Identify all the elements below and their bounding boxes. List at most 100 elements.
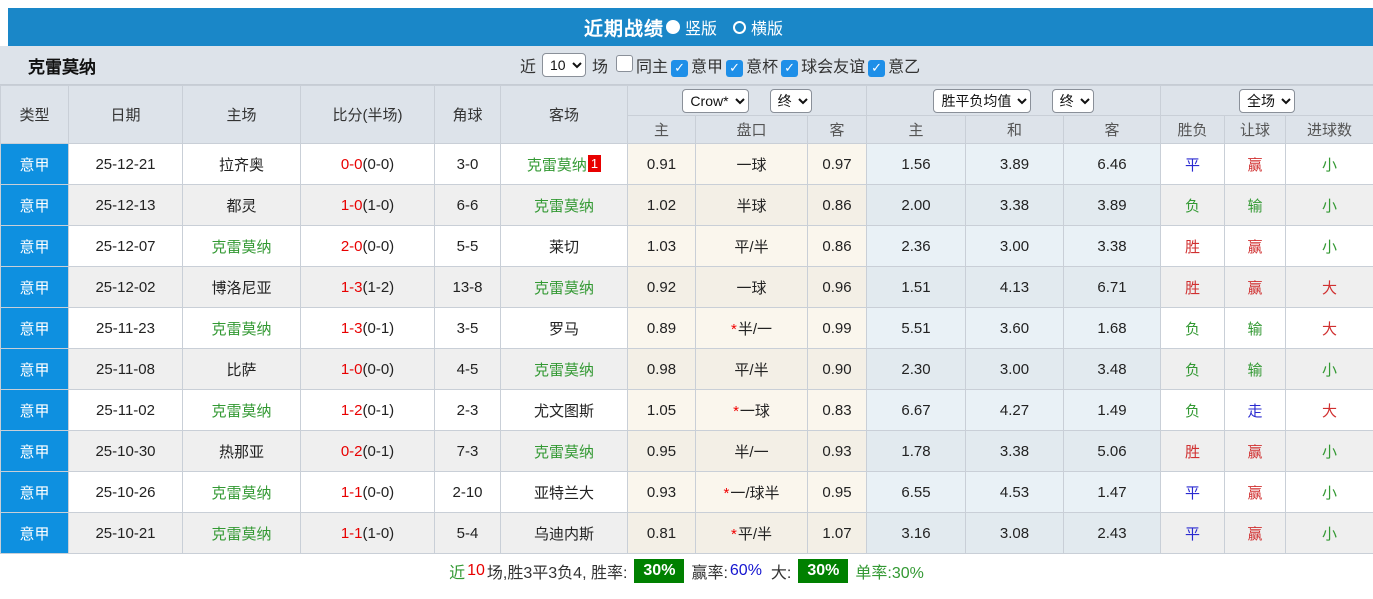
let-goal-cell: 输 [1225, 349, 1286, 390]
radio-horizontal[interactable] [733, 21, 746, 34]
col-header-odds-home: 主 [628, 116, 696, 144]
home-team-cell: 克雷莫纳 [183, 226, 301, 267]
odds-home-cell: 0.89 [628, 308, 696, 349]
home-team-cell: 比萨 [183, 349, 301, 390]
page-title: 近期战绩 [584, 14, 664, 41]
col-header-avg-away: 客 [1064, 116, 1161, 144]
fulltime-score: 1-1 [341, 484, 363, 501]
scope-select[interactable]: 全场 [1239, 89, 1295, 113]
away-team-cell: 莱切 [501, 226, 628, 267]
halftime-score: (0-0) [363, 484, 395, 501]
col-header-let-goal: 让球 [1225, 116, 1286, 144]
away-team: 克雷莫纳 [527, 157, 587, 174]
checkbox-label[interactable]: 同主 [636, 59, 668, 76]
handicap-cell: *一/球半 [696, 472, 808, 513]
let-goal-text: 输 [1248, 198, 1263, 215]
goals-cell: 小 [1286, 226, 1373, 267]
scope-controls: 全场 [1161, 86, 1373, 116]
fulltime-score: 1-0 [341, 361, 363, 378]
checkbox-checked[interactable]: ✓ [671, 60, 688, 77]
avg-draw-cell: 3.38 [966, 185, 1064, 226]
big-label: 大: [771, 559, 791, 583]
avg-draw-cell: 3.89 [966, 144, 1064, 185]
away-team-cell: 尤文图斯 [501, 390, 628, 431]
score-cell: 1-3(0-1) [301, 308, 435, 349]
result-cell: 负 [1161, 390, 1225, 431]
avg-draw-cell: 3.00 [966, 226, 1064, 267]
league-cell: 意甲 [1, 226, 69, 267]
radio-horizontal-label[interactable]: 横版 [751, 15, 783, 39]
result-text: 胜 [1185, 239, 1200, 256]
radio-vertical-label[interactable]: 竖版 [685, 15, 717, 39]
near-label: 近 [520, 53, 536, 77]
checkbox-label[interactable]: 意乙 [888, 59, 920, 76]
corner-cell: 13-8 [435, 267, 501, 308]
profit-value: 60% [730, 562, 762, 580]
home-team-cell: 克雷莫纳 [183, 308, 301, 349]
odds-home-cell: 0.93 [628, 472, 696, 513]
avg-draw-cell: 4.13 [966, 267, 1064, 308]
halftime-score: (0-1) [363, 402, 395, 419]
checkbox-checked[interactable]: ✓ [726, 60, 743, 77]
checkbox-checked[interactable]: ✓ [781, 60, 798, 77]
near-count: 10 [467, 562, 485, 580]
big-rate-badge: 30% [798, 559, 848, 583]
league-cell: 意甲 [1, 185, 69, 226]
goals-cell: 大 [1286, 267, 1373, 308]
results-table: 类型 日期 主场 比分(半场) 角球 客场 Crow* 终 胜平负均值 终 [0, 85, 1373, 554]
filter-bar: 克雷莫纳 近 10 场 同主✓意甲✓意杯✓球会友谊✓意乙 [0, 46, 1373, 85]
matches-label: 场 [592, 53, 608, 77]
checkbox-unchecked[interactable] [616, 55, 633, 72]
goals-text: 大 [1322, 321, 1337, 338]
away-team-cell: 克雷莫纳 [501, 185, 628, 226]
home-team: 博洛尼亚 [211, 280, 271, 297]
avg-home-cell: 5.51 [867, 308, 966, 349]
away-team: 克雷莫纳 [534, 198, 594, 215]
odds-company-select[interactable]: Crow* [682, 89, 749, 113]
goals-cell: 小 [1286, 144, 1373, 185]
handicap-text: 半球 [736, 198, 766, 215]
home-team: 拉齐奥 [219, 157, 264, 174]
date-cell: 25-11-23 [69, 308, 183, 349]
goals-text: 大 [1322, 280, 1337, 297]
odds-home-cell: 0.98 [628, 349, 696, 390]
profit-label: 赢率: [691, 559, 727, 583]
odds-home-cell: 1.05 [628, 390, 696, 431]
checkbox-label[interactable]: 意杯 [746, 59, 778, 76]
avg-home-cell: 1.51 [867, 267, 966, 308]
checkbox-label[interactable]: 球会友谊 [801, 59, 865, 76]
handicap-cell: *一球 [696, 390, 808, 431]
odds-away-cell: 0.86 [808, 185, 867, 226]
result-text: 平 [1185, 157, 1200, 174]
col-header-avg-home: 主 [867, 116, 966, 144]
col-header-score: 比分(半场) [301, 86, 435, 144]
checkbox-label[interactable]: 意甲 [691, 59, 723, 76]
let-goal-text: 赢 [1248, 485, 1263, 502]
avg-home-cell: 2.30 [867, 349, 966, 390]
rank-badge: 1 [588, 155, 601, 172]
score-cell: 1-1(1-0) [301, 513, 435, 554]
odds-home-cell: 1.02 [628, 185, 696, 226]
avg-away-cell: 1.49 [1064, 390, 1161, 431]
odds-period-select[interactable]: 终 [770, 89, 812, 113]
let-goal-cell: 输 [1225, 308, 1286, 349]
fulltime-score: 1-0 [341, 197, 363, 214]
avg-away-cell: 3.48 [1064, 349, 1161, 390]
avg-home-cell: 1.78 [867, 431, 966, 472]
star-mark: * [733, 403, 739, 420]
goals-cell: 小 [1286, 431, 1373, 472]
avg-draw-cell: 3.00 [966, 349, 1064, 390]
avg-type-select[interactable]: 胜平负均值 [933, 89, 1031, 113]
match-count-select[interactable]: 10 [542, 53, 586, 77]
handicap-cell: *半/一 [696, 308, 808, 349]
odds-away-cell: 0.90 [808, 349, 867, 390]
checkbox-checked[interactable]: ✓ [868, 60, 885, 77]
let-goal-text: 赢 [1248, 157, 1263, 174]
col-header-avg-draw: 和 [966, 116, 1064, 144]
avg-period-select[interactable]: 终 [1052, 89, 1094, 113]
radio-vertical-selected[interactable] [666, 20, 680, 34]
